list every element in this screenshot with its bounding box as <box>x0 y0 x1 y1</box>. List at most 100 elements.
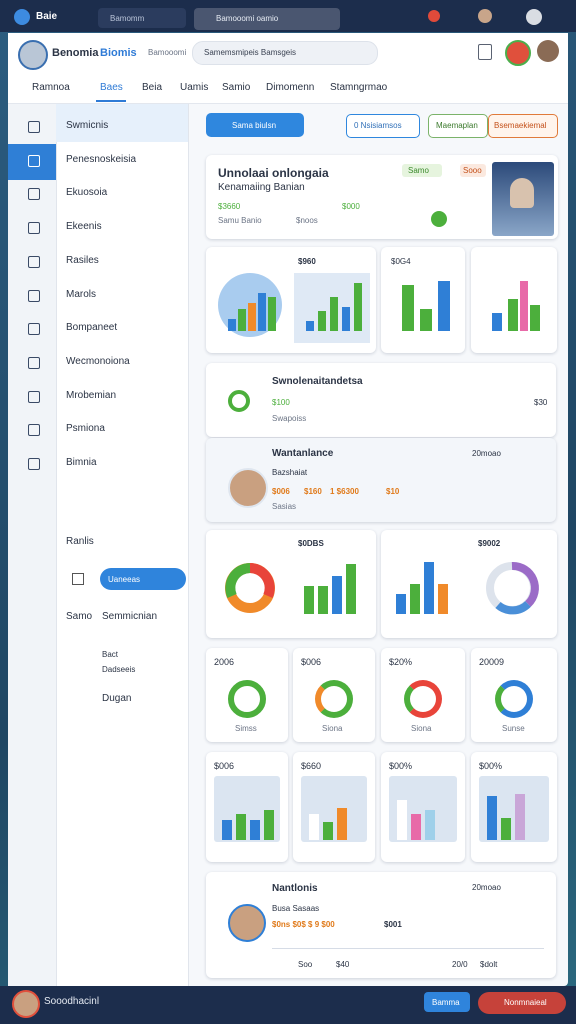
sidebar-item[interactable]: Rasiles <box>66 254 99 266</box>
kpi-ring <box>495 680 533 718</box>
icon[interactable] <box>478 44 492 60</box>
nav-item[interactable]: Dimomenn <box>266 82 315 93</box>
kpi-label: Simss <box>235 724 257 733</box>
amounts: $0ns $0$ $ 9 $00 <box>272 920 335 929</box>
avatar[interactable] <box>537 40 559 62</box>
bar <box>250 820 260 840</box>
user-name: Sooodhacinl <box>44 996 100 1007</box>
bar <box>323 822 333 840</box>
donut <box>486 562 539 615</box>
sidebar-section: Ranlis <box>66 536 94 547</box>
kpi-label: Sunse <box>502 724 525 733</box>
sidebar-item[interactable]: Wecmonoiona <box>66 355 130 367</box>
sidebar-item[interactable]: Mrobemian <box>66 389 117 401</box>
tab[interactable] <box>98 8 186 28</box>
bars <box>304 562 448 614</box>
amount: $160 <box>304 487 322 496</box>
team-avatar <box>228 904 266 942</box>
bar <box>236 814 246 840</box>
sidebar-icon <box>28 188 40 201</box>
card-note: Swapoiss <box>272 414 307 423</box>
tag <box>460 164 486 177</box>
donut <box>225 563 275 613</box>
sidebar-button[interactable] <box>100 568 186 590</box>
sidebar-item[interactable]: Dugan <box>102 693 132 704</box>
kpi-value: $006 <box>301 657 322 667</box>
sidebar-icon <box>28 356 40 369</box>
button-primary[interactable] <box>206 113 304 137</box>
profile-stats: Samu Banio <box>218 216 262 225</box>
sidebar-item[interactable]: Bompaneet <box>66 322 118 334</box>
avatar[interactable] <box>505 40 531 66</box>
sidebar-item[interactable]: Ekeenis <box>66 221 102 233</box>
sidebar-icon <box>28 458 40 470</box>
search-label: Samemsmipeis Bamsgeis <box>204 48 297 57</box>
tab-label: Bamomm <box>110 14 145 23</box>
sidebar-item[interactable]: Psmiona <box>66 423 105 435</box>
sidebar-item[interactable]: Semmicnian <box>102 611 158 622</box>
kpi-label: Siona <box>411 724 432 733</box>
bars <box>228 273 540 343</box>
person-note: Sasias <box>272 502 297 511</box>
progress-ring <box>228 390 250 412</box>
button[interactable] <box>346 114 420 138</box>
button[interactable] <box>478 992 566 1014</box>
card-title: Swnolenaitandetsa <box>272 376 363 387</box>
icon <box>72 573 84 585</box>
nav-item[interactable]: Beia <box>142 82 163 93</box>
person-avatar <box>228 468 268 508</box>
kpi-ring <box>228 680 266 718</box>
sidebar-item[interactable]: Ekuosoia <box>66 187 108 199</box>
sidebar-active <box>8 144 56 180</box>
nav-underline <box>96 100 126 102</box>
tab-active[interactable] <box>194 8 340 30</box>
nav-item[interactable]: Ramnoa <box>32 82 70 93</box>
bar <box>222 820 232 840</box>
tab-label: Bamooomi oamio <box>216 14 279 23</box>
button-label: Maemaplan <box>436 121 478 130</box>
nav-item[interactable]: Uamis <box>180 82 209 93</box>
button[interactable] <box>488 114 558 138</box>
nav-item[interactable]: Baes <box>100 82 123 93</box>
card-value: $960 <box>298 257 316 266</box>
card-value: $0DBS <box>298 539 324 548</box>
icon <box>428 10 440 22</box>
row1-charts <box>218 273 540 343</box>
sidebar-icon <box>28 222 40 235</box>
chart-card <box>381 247 465 353</box>
bar <box>337 808 347 840</box>
kpi-value: 20009 <box>479 657 505 667</box>
amount: $006 <box>272 487 290 496</box>
nav-item[interactable]: Stamngrmao <box>330 82 388 93</box>
button-label: 0 Nsisiamsos <box>354 121 402 130</box>
app-name: Baie <box>36 11 58 22</box>
card-date: 20moao <box>472 883 501 892</box>
search-dropdown[interactable] <box>192 41 378 65</box>
nav-item[interactable]: Samio <box>222 82 251 93</box>
bar <box>425 810 435 840</box>
profile-name: Unnolaai onlongaia <box>218 166 329 180</box>
avatar <box>478 9 492 23</box>
bar <box>515 794 525 840</box>
sidebar-button-label: Uaneeas <box>108 575 141 584</box>
sidebar-item[interactable]: Bact <box>102 650 119 659</box>
button-label: Sama biulsn <box>232 121 277 130</box>
sidebar-item[interactable]: Dadseeis <box>102 665 136 674</box>
person-role: Bazshaiat <box>272 468 308 477</box>
button[interactable] <box>428 114 488 138</box>
tag <box>402 164 442 177</box>
tag-label: Samo <box>408 166 429 175</box>
sidebar-icon <box>28 323 40 336</box>
app-title-accent: Biomis <box>100 47 137 59</box>
button[interactable] <box>424 992 470 1012</box>
sidebar-item[interactable]: Marols <box>66 288 97 300</box>
header-label: Bamooomi <box>148 48 187 57</box>
sidebar-item[interactable]: Penesnoskeisia <box>66 153 137 165</box>
sidebar-icon <box>28 390 40 403</box>
sidebar-item[interactable]: Bimnia <box>66 457 97 468</box>
card-value: $100 <box>272 398 290 407</box>
avatar <box>526 9 542 25</box>
sidebar-item[interactable]: Swmicnis <box>66 120 109 131</box>
sidebar-icon <box>28 424 40 437</box>
